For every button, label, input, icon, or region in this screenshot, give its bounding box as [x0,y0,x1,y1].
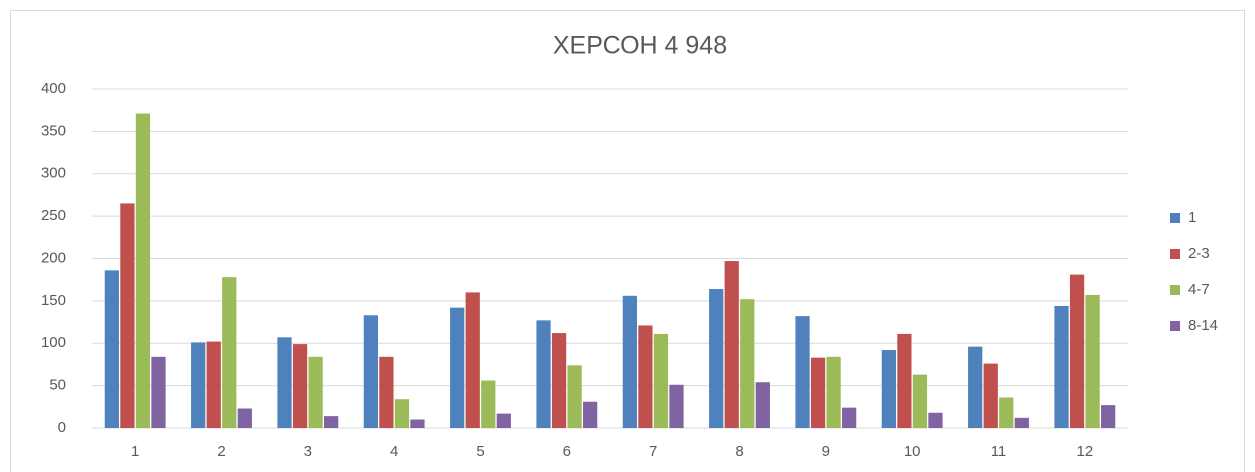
bar [968,346,983,428]
bar [881,350,896,428]
bar [237,408,252,428]
bar [410,419,425,428]
bar [1085,294,1100,428]
x-tick-label: 3 [304,443,312,460]
y-tick-label: 50 [49,377,66,394]
x-tick-label: 1 [131,443,139,460]
bar [826,356,841,428]
bar [583,401,598,428]
bar [277,337,292,428]
legend-label: 1 [1188,209,1196,226]
bar [1054,305,1069,428]
bar [928,412,943,428]
bar [324,416,339,428]
x-tick-label: 11 [991,443,1007,460]
bar [1101,405,1116,428]
bar [912,374,928,428]
bar [740,299,755,428]
bar [151,356,166,428]
y-tick-label: 250 [41,207,66,224]
bar [450,307,465,428]
bar [1069,274,1085,428]
bar [496,413,511,428]
bar [104,270,119,428]
bar [481,380,496,428]
bar [308,356,323,428]
y-tick-label: 300 [41,165,66,182]
bar [897,333,912,428]
bar [795,316,810,428]
bar [292,344,308,428]
x-tick-label: 12 [1076,443,1093,460]
legend-swatch [1170,213,1180,223]
bar [465,292,480,428]
legend-swatch [1170,321,1180,331]
bar [724,261,739,428]
y-tick-label: 350 [41,122,66,139]
x-tick-label: 5 [476,443,484,460]
bar [810,357,826,428]
bar [567,365,582,428]
bar [120,203,135,428]
x-tick-label: 8 [735,443,743,460]
bar [983,363,998,428]
y-tick-label: 0 [58,419,66,436]
y-tick-label: 100 [41,334,66,351]
legend-label: 2-3 [1188,245,1210,262]
bar [638,325,653,428]
legend-label: 8-14 [1188,317,1218,334]
x-tick-label: 9 [822,443,830,460]
bar [551,333,567,428]
x-tick-label: 2 [217,443,225,460]
bar [999,397,1014,428]
bar [191,342,206,428]
x-tick-label: 7 [649,443,657,460]
y-tick-label: 150 [41,292,66,309]
y-tick-label: 400 [41,80,66,97]
bar [755,382,770,428]
bar [669,384,684,428]
x-tick-label: 6 [563,443,571,460]
bar [842,407,857,428]
bar [135,113,151,428]
bar [536,320,551,428]
bar [206,341,221,428]
x-tick-label: 4 [390,443,398,460]
legend-swatch [1170,249,1180,259]
bar [709,289,724,428]
bar [1014,417,1029,428]
chart-title: ХЕРСОН 4 948 [553,32,727,60]
bar [653,333,669,428]
bar [379,356,394,428]
y-tick-label: 200 [41,249,66,266]
legend-label: 4-7 [1188,281,1210,298]
bar [222,277,237,428]
bar [394,399,410,428]
bar [363,315,378,428]
bar [622,295,637,428]
x-tick-label: 10 [904,443,921,460]
legend-swatch [1170,285,1180,295]
